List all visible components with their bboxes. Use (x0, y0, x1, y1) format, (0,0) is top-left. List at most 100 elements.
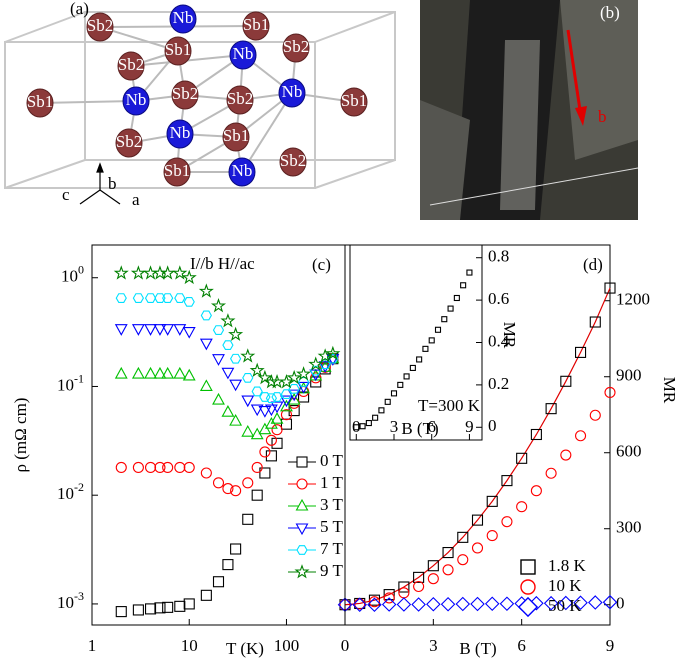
atom (171, 80, 199, 110)
marker (558, 595, 574, 611)
atom-label: Nb (173, 8, 194, 27)
marker (173, 324, 187, 336)
marker (545, 403, 557, 415)
atom-label: Sb2 (172, 84, 198, 103)
marker (259, 446, 271, 458)
y-tick-label: 0.4 (488, 331, 510, 350)
atom (122, 86, 150, 116)
marker (365, 419, 372, 427)
marker (162, 461, 174, 473)
bond (241, 92, 293, 173)
marker (130, 265, 146, 280)
marker (516, 501, 528, 513)
x-tick-label: 1 (88, 636, 97, 655)
atom (282, 33, 310, 63)
marker (426, 596, 441, 612)
atoms: Sb2 Nb Sb1 Sb1 Sb2 Nb Sb2 Sb1 Nb Sb2 Sb2 Nb Sb1 Sb2 Nb… (26, 4, 368, 187)
atom-label: Sb1 (243, 15, 269, 34)
marker (434, 326, 442, 333)
atom (229, 40, 257, 70)
marker (520, 579, 536, 595)
atom-label: Nb (282, 82, 303, 101)
marker (296, 366, 312, 381)
crystal-face (500, 40, 540, 210)
marker (587, 595, 603, 610)
marker (484, 596, 500, 611)
marker (212, 477, 225, 489)
atom-label: Sb2 (227, 89, 253, 108)
marker (172, 265, 188, 280)
marker (271, 424, 283, 436)
marker (154, 602, 166, 614)
marker (403, 373, 410, 380)
panel-label: (b) (600, 3, 620, 22)
marker (162, 601, 174, 613)
y-tick-label: 0.2 (488, 374, 509, 393)
marker (455, 596, 471, 612)
legend-label: 3 T (320, 495, 343, 514)
marker (280, 418, 293, 430)
marker (174, 293, 186, 303)
marker (270, 412, 284, 424)
marker (295, 498, 309, 511)
marker (265, 450, 277, 462)
marker (144, 293, 157, 303)
box-edge (314, 11, 396, 43)
axis-name: a (132, 190, 140, 209)
box-edge (4, 11, 86, 43)
marker (308, 356, 324, 371)
marker (325, 345, 341, 361)
marker (270, 401, 284, 414)
x-tick-label: 10 (181, 636, 198, 655)
atom-label: Sb1 (223, 126, 249, 145)
marker (372, 414, 379, 421)
marker (229, 413, 243, 426)
marker (212, 392, 225, 405)
marker (280, 399, 293, 412)
marker (280, 395, 293, 408)
x-axis-title: B (T) (401, 419, 438, 438)
marker (265, 434, 277, 446)
y-tick-label: 0.6 (488, 289, 509, 308)
marker (441, 316, 448, 323)
x-tick-label: 0 (352, 417, 361, 436)
marker (143, 265, 159, 280)
marker (294, 564, 310, 579)
marker (198, 283, 214, 298)
marker (398, 581, 410, 593)
y-tick-label: 100 (61, 262, 84, 285)
marker (242, 513, 254, 525)
legend-label: 7 T (320, 539, 343, 558)
marker (200, 310, 212, 321)
marker (249, 362, 265, 377)
atom-label: Nb (126, 90, 147, 109)
marker (589, 316, 601, 328)
marker (545, 467, 557, 479)
marker (174, 600, 186, 612)
marker (560, 375, 572, 387)
atom-label: Sb1 (27, 92, 53, 111)
marker (457, 531, 469, 543)
marker (287, 392, 301, 405)
marker (413, 580, 425, 593)
marker (212, 576, 225, 588)
marker (153, 324, 167, 336)
marker (530, 485, 542, 497)
annotation: I//b H//ac (190, 254, 255, 273)
y-tick-label: 300 (616, 518, 642, 537)
marker (368, 596, 380, 608)
x-axis-title: T (K) (226, 639, 264, 658)
marker (428, 337, 435, 344)
marker (221, 367, 235, 380)
atom-label: Sb1 (341, 91, 367, 110)
marker (242, 477, 254, 489)
marker (230, 485, 242, 497)
x-tick-label: 0 (341, 636, 350, 655)
marker (575, 430, 587, 442)
marker (183, 598, 195, 610)
marker (589, 409, 601, 421)
marker (297, 381, 311, 394)
marker (212, 354, 225, 366)
marker (516, 452, 528, 464)
arrow-head (96, 162, 104, 173)
